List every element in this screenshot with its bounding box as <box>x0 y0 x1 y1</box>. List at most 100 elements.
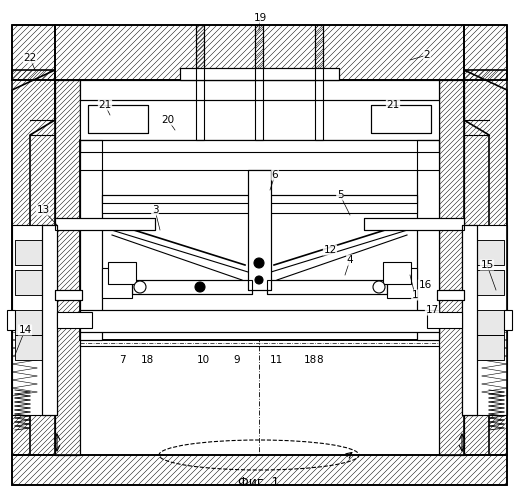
Bar <box>464 70 507 455</box>
Bar <box>55 80 80 455</box>
Bar <box>315 25 323 140</box>
Bar <box>42 225 50 415</box>
Bar <box>464 70 507 455</box>
Bar <box>88 105 148 117</box>
Bar <box>80 310 439 320</box>
Bar <box>180 68 339 76</box>
Bar <box>12 70 55 455</box>
Bar <box>55 25 464 80</box>
Bar <box>12 455 507 485</box>
Text: 10: 10 <box>196 355 210 365</box>
Bar <box>439 80 464 455</box>
Bar <box>12 455 507 485</box>
Bar <box>80 140 439 340</box>
Bar <box>55 80 80 455</box>
Bar <box>55 290 82 300</box>
Bar <box>462 225 507 415</box>
Bar <box>12 455 507 485</box>
Bar <box>12 455 507 485</box>
Bar <box>55 80 80 455</box>
Bar <box>55 25 464 80</box>
Bar <box>439 80 464 455</box>
Bar <box>465 335 504 347</box>
Bar <box>42 225 50 415</box>
Bar <box>55 80 80 455</box>
Bar <box>12 25 55 80</box>
Bar <box>12 70 55 455</box>
Bar <box>417 140 439 340</box>
Bar <box>255 25 263 140</box>
Bar <box>417 140 439 340</box>
Bar <box>464 70 507 455</box>
Bar <box>55 80 80 455</box>
Bar <box>439 80 464 455</box>
Bar <box>55 80 80 455</box>
Bar <box>371 105 431 117</box>
Bar <box>80 310 439 320</box>
Bar <box>464 25 507 80</box>
Bar <box>196 25 204 140</box>
Bar <box>42 225 50 415</box>
Bar <box>55 25 464 80</box>
Bar <box>465 335 504 360</box>
Bar <box>315 25 323 140</box>
Bar <box>439 80 464 455</box>
Bar <box>102 195 417 203</box>
Bar <box>315 25 323 140</box>
Bar <box>80 140 102 340</box>
Bar <box>464 70 507 455</box>
Bar <box>102 195 417 203</box>
Bar <box>12 25 55 80</box>
Bar <box>12 70 55 455</box>
Bar <box>102 195 417 203</box>
Bar <box>80 310 439 320</box>
Bar <box>364 218 464 224</box>
Bar <box>180 68 339 76</box>
Bar <box>80 80 439 100</box>
Bar <box>439 80 464 455</box>
Bar <box>364 218 464 224</box>
Bar <box>80 310 439 320</box>
Bar <box>80 140 102 340</box>
Bar <box>417 140 439 340</box>
Bar <box>55 25 464 80</box>
Bar <box>255 25 263 140</box>
Bar <box>315 25 323 140</box>
Bar <box>80 140 439 152</box>
Bar <box>80 140 102 340</box>
Bar <box>12 70 55 455</box>
Bar <box>55 290 82 295</box>
Bar <box>88 105 148 117</box>
Bar <box>55 218 155 224</box>
Bar <box>55 25 464 80</box>
Bar <box>417 140 439 340</box>
Bar <box>42 225 50 415</box>
Bar <box>12 70 55 455</box>
Bar <box>102 195 417 203</box>
Bar <box>439 80 464 455</box>
Bar <box>439 80 464 455</box>
Bar <box>465 240 504 252</box>
Bar <box>12 455 507 485</box>
Bar <box>80 140 439 152</box>
Bar <box>55 218 155 224</box>
Bar <box>12 70 55 455</box>
Bar <box>55 25 464 80</box>
Bar <box>469 225 477 415</box>
Bar <box>180 68 339 76</box>
Bar <box>12 455 507 485</box>
Bar <box>55 80 80 455</box>
Bar <box>464 70 507 455</box>
Bar <box>42 225 50 415</box>
Bar <box>12 455 507 485</box>
Bar <box>55 25 464 80</box>
Bar <box>12 455 507 485</box>
Bar <box>15 270 54 282</box>
Bar <box>464 70 507 455</box>
Bar <box>196 25 204 140</box>
Bar <box>80 310 439 320</box>
Bar <box>12 455 507 485</box>
Bar <box>465 335 504 360</box>
Bar <box>12 70 55 455</box>
Bar <box>12 70 55 455</box>
